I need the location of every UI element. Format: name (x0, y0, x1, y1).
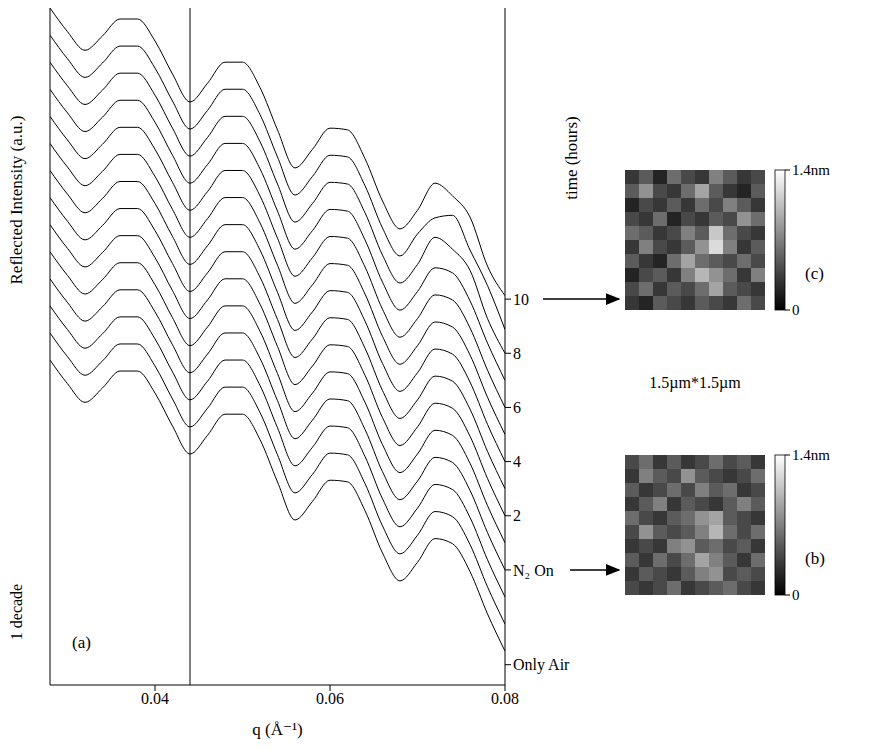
svg-text:(a): (a) (72, 633, 91, 652)
svg-text:1.4nm: 1.4nm (792, 162, 830, 178)
svg-text:0: 0 (792, 587, 800, 603)
svg-text:Only Air: Only Air (513, 656, 570, 674)
svg-text:Reflected Intensity (a.u.): Reflected Intensity (a.u.) (7, 116, 26, 285)
svg-text:4: 4 (513, 453, 521, 470)
svg-text:2: 2 (513, 507, 521, 524)
svg-text:6: 6 (513, 399, 521, 416)
svg-text:q (Å⁻¹): q (Å⁻¹) (252, 720, 302, 739)
svg-text:1 decade: 1 decade (8, 584, 25, 640)
svg-text:0: 0 (792, 302, 800, 318)
svg-text:0.08: 0.08 (491, 690, 519, 707)
svg-text:N₂ On: N₂ On (513, 562, 554, 579)
svg-text:8: 8 (513, 345, 521, 362)
svg-text:0.04: 0.04 (141, 690, 169, 707)
svg-text:(c): (c) (805, 264, 824, 283)
svg-text:(b): (b) (805, 549, 825, 568)
svg-text:1.4nm: 1.4nm (792, 447, 830, 463)
svg-text:time (hours): time (hours) (562, 116, 581, 200)
svg-text:1.5µm*1.5µm: 1.5µm*1.5µm (649, 374, 741, 392)
svg-text:10: 10 (513, 291, 529, 308)
svg-text:0.06: 0.06 (316, 690, 344, 707)
